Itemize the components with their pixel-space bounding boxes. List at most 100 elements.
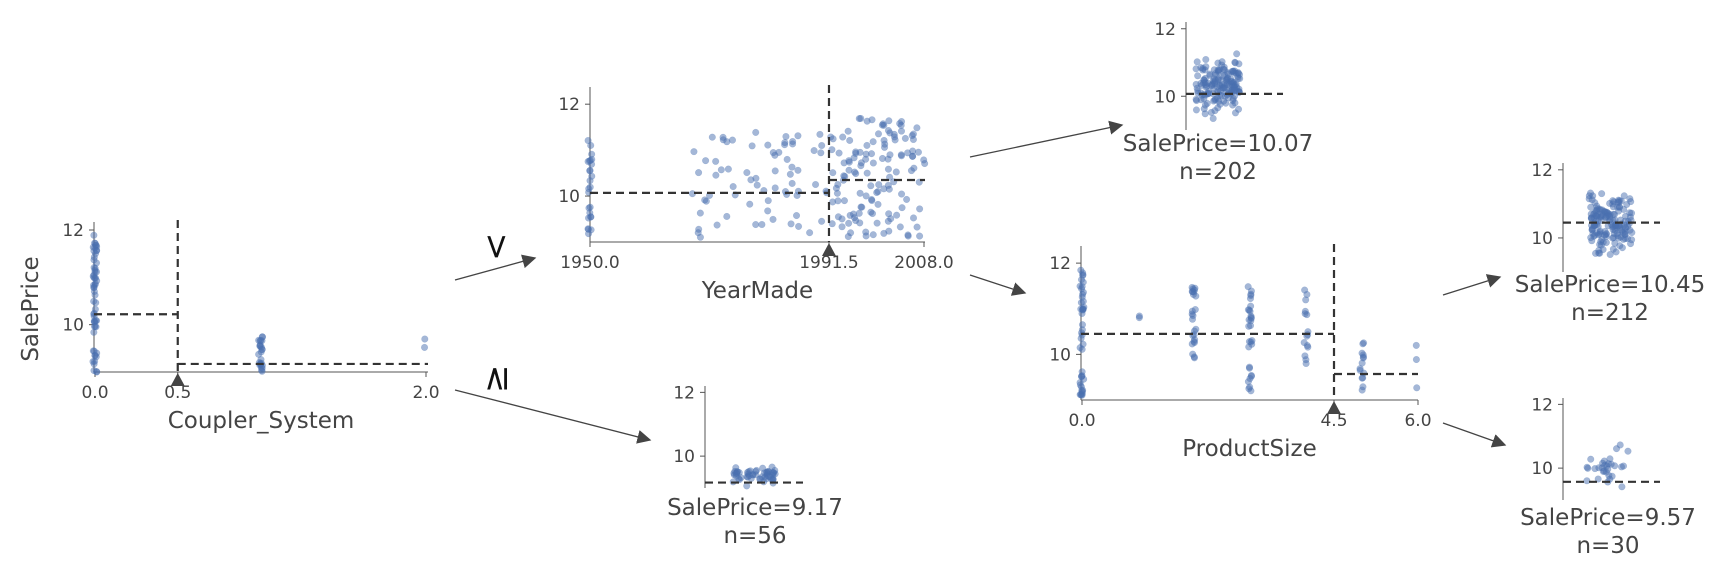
- data-point: [844, 233, 852, 241]
- split-marker-icon: [170, 373, 185, 386]
- data-point: [795, 222, 803, 230]
- data-point: [91, 305, 99, 313]
- data-point: [1595, 464, 1603, 472]
- data-point: [850, 214, 859, 222]
- data-point: [752, 128, 760, 136]
- data-point: [1077, 266, 1085, 274]
- data-point: [1247, 313, 1255, 321]
- leaf-prediction-label: SalePrice=10.07: [1123, 131, 1313, 157]
- data-point: [1220, 71, 1228, 79]
- data-point: [1231, 59, 1239, 67]
- data-point: [907, 167, 916, 175]
- y-tick-label: 10: [558, 187, 580, 207]
- data-point: [862, 155, 870, 163]
- tree-node-yearmade: 10 12 1950.0 1991.5 2008.0 YearMade: [558, 85, 954, 304]
- data-point: [855, 209, 863, 217]
- data-point: [1192, 95, 1200, 103]
- data-point: [903, 195, 911, 203]
- data-point: [729, 183, 737, 191]
- tree-node-leaf_size_lt: 10 12 SalePrice=10.45n=212: [1515, 161, 1705, 326]
- data-point: [901, 134, 909, 142]
- data-point: [840, 197, 848, 205]
- data-point: [884, 217, 892, 225]
- data-point: [857, 114, 865, 123]
- data-point: [1245, 363, 1254, 371]
- data-point: [829, 198, 837, 206]
- data-point: [913, 223, 921, 231]
- edge-root-to-yearmade: [454, 254, 537, 281]
- edge-root-to-leaf-ge: [454, 389, 652, 444]
- data-point: [1300, 339, 1308, 347]
- x-axis-label: Coupler_System: [168, 408, 355, 434]
- data-point: [1587, 455, 1595, 463]
- data-point: [90, 247, 98, 255]
- data-point: [908, 132, 916, 140]
- data-point: [1202, 55, 1210, 64]
- data-point: [1596, 227, 1604, 235]
- data-point: [1599, 467, 1607, 476]
- data-point: [1609, 245, 1617, 253]
- data-point: [873, 219, 881, 227]
- data-point: [874, 200, 882, 208]
- data-point: [258, 345, 266, 354]
- data-point: [1617, 463, 1626, 471]
- x-tick-label: 0.0: [81, 383, 108, 403]
- data-point: [897, 127, 906, 135]
- x-tick-label: 0.5: [164, 383, 191, 403]
- leaf-prediction-label: SalePrice=9.57: [1520, 505, 1696, 531]
- data-point: [787, 220, 795, 228]
- data-point: [838, 215, 846, 223]
- data-point: [713, 221, 721, 229]
- data-point: [93, 317, 101, 325]
- data-point: [764, 197, 772, 205]
- data-point: [745, 472, 753, 480]
- data-point: [1603, 212, 1611, 220]
- data-point: [885, 117, 893, 125]
- x-tick-label: 4.5: [1320, 411, 1347, 431]
- data-point: [867, 150, 876, 158]
- data-point: [884, 155, 892, 163]
- data-point: [1356, 366, 1364, 374]
- edge-label-less-than: <: [476, 233, 516, 262]
- data-point: [90, 274, 98, 282]
- y-tick-label: 10: [673, 447, 695, 467]
- x-tick-label: 2008.0: [894, 253, 953, 273]
- data-point: [867, 182, 875, 190]
- data-point: [878, 121, 886, 129]
- data-point: [873, 188, 881, 197]
- data-point: [91, 352, 99, 360]
- data-point: [90, 231, 98, 239]
- data-point: [898, 190, 906, 198]
- data-point: [1189, 312, 1197, 320]
- split-marker-icon: [821, 243, 836, 256]
- data-point: [1244, 306, 1252, 314]
- y-tick-label: 10: [1531, 229, 1553, 249]
- leaf-count-label: n=30: [1576, 533, 1639, 559]
- data-point: [1598, 190, 1606, 198]
- data-point: [863, 141, 871, 149]
- data-point: [880, 229, 888, 237]
- data-point: [1594, 475, 1602, 483]
- y-tick-label: 10: [1531, 459, 1553, 479]
- data-point: [712, 171, 720, 179]
- data-point: [884, 181, 892, 189]
- data-point: [1610, 198, 1618, 206]
- data-point: [752, 467, 760, 475]
- data-point: [1211, 107, 1219, 115]
- data-point: [1194, 87, 1202, 95]
- y-tick-label: 12: [673, 383, 695, 403]
- tree-node-leaf_size_ge: 10 12 SalePrice=9.57n=30: [1520, 395, 1696, 559]
- data-point: [1358, 374, 1366, 382]
- data-point: [782, 132, 790, 141]
- data-point: [1618, 483, 1626, 491]
- data-point: [1615, 203, 1623, 211]
- data-point: [892, 168, 900, 176]
- data-point: [840, 172, 848, 180]
- data-point: [708, 133, 716, 141]
- data-point: [1248, 336, 1256, 345]
- data-point: [916, 205, 924, 213]
- data-point: [914, 148, 922, 156]
- leaf-count-label: n=202: [1179, 159, 1257, 185]
- data-point: [884, 127, 893, 135]
- data-point: [1078, 368, 1086, 376]
